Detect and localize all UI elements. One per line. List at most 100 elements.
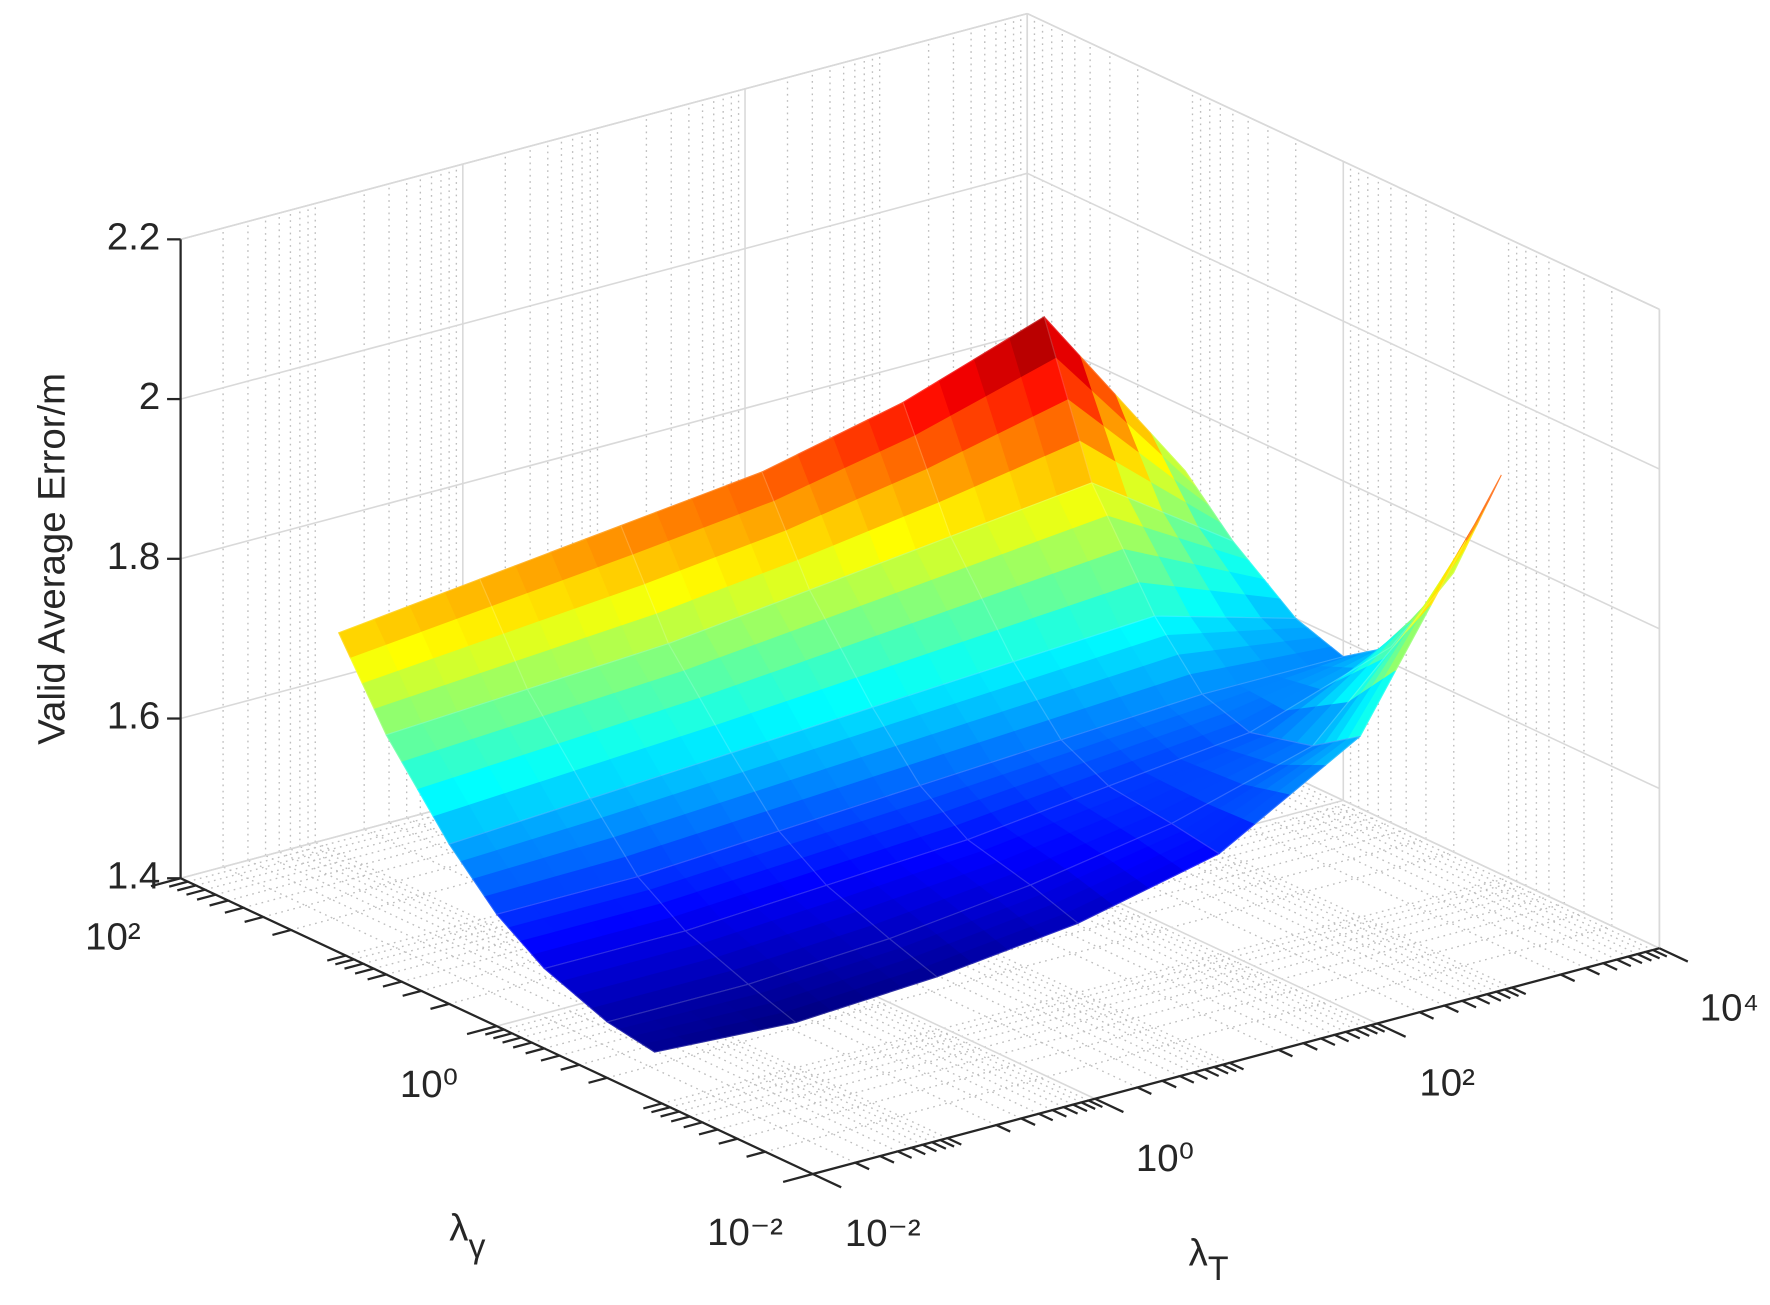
x-minor-tick	[1354, 1028, 1370, 1037]
surface-cell	[641, 1036, 692, 1053]
surface-patch	[871, 661, 1062, 787]
x-minor-tick	[939, 1139, 955, 1148]
surface-patch	[478, 524, 670, 690]
y-minor-tick	[196, 893, 216, 901]
surface-patch	[761, 401, 952, 591]
y-minor-tick	[651, 1106, 671, 1114]
x-minor-tick	[1616, 958, 1632, 968]
y-minor-tick	[660, 1110, 680, 1118]
y-minor-tick	[272, 928, 292, 937]
x-axis-label: λT	[1189, 1231, 1229, 1288]
x-minor-tick	[854, 1161, 870, 1171]
x-minor-tick	[1052, 1109, 1067, 1118]
x-minor-tick	[1495, 990, 1511, 1000]
x-minor-tick	[1511, 986, 1527, 996]
y-minor-tick	[177, 884, 197, 892]
x-tick-label: 10⁰	[1136, 1137, 1194, 1180]
grid-line	[180, 332, 1028, 560]
grid-line	[180, 172, 1028, 400]
x-minor-tick	[1204, 1068, 1220, 1078]
surface-edge	[605, 983, 798, 1053]
x-axis-symbol: λ	[1189, 1231, 1208, 1274]
x-axis	[812, 947, 1660, 1176]
x-minor-tick	[1020, 1117, 1036, 1126]
x-minor-tick	[1461, 999, 1477, 1009]
y-minor-tick	[168, 880, 189, 888]
y-axis-subscript: γ	[468, 1227, 485, 1265]
x-minor-tick	[931, 1141, 947, 1150]
y-tick-label: 10²	[85, 915, 141, 958]
z-tick-label: 1.4	[107, 854, 160, 897]
x-tick	[1094, 1097, 1124, 1114]
x-tick-label: 10²	[1419, 1062, 1475, 1105]
surface-patch	[1107, 731, 1315, 825]
y-minor-tick	[502, 1036, 522, 1044]
y-minor-tick	[335, 958, 355, 966]
x-minor-tick	[1419, 1011, 1435, 1020]
surface-patch	[543, 930, 750, 1023]
x-minor-tick	[1161, 1079, 1177, 1089]
grid-line	[180, 12, 1028, 241]
surface-patch	[1043, 316, 1235, 543]
surface-patch	[526, 642, 733, 800]
x-tick	[812, 1172, 842, 1189]
surface-patch	[620, 471, 811, 645]
y-minor-tick	[698, 1128, 718, 1136]
x-axis-subscript: T	[1208, 1250, 1229, 1288]
y-tick	[466, 1025, 497, 1036]
surface-patch	[730, 706, 921, 832]
y-tick	[782, 1172, 814, 1184]
x-minor-tick	[1363, 1026, 1378, 1035]
surface-patch	[1090, 481, 1297, 619]
surface-patch	[888, 884, 1080, 978]
y-minor-tick	[588, 1076, 608, 1084]
surface-patch	[589, 752, 780, 878]
x-minor-tick	[1229, 1061, 1244, 1071]
surface-patch	[747, 938, 939, 1024]
y-tick	[150, 877, 181, 888]
x-minor-tick	[1072, 1103, 1088, 1113]
y-axis-label: λγ	[449, 1207, 485, 1266]
x-minor-tick	[1213, 1065, 1229, 1075]
x-minor-tick	[1504, 988, 1519, 998]
x-minor-tick	[1652, 948, 1668, 958]
surface-patch	[337, 578, 529, 736]
y-minor-tick	[186, 888, 206, 896]
y-minor-tick	[430, 1002, 450, 1010]
x-minor-tick	[1063, 1106, 1079, 1115]
x-minor-tick	[1602, 962, 1618, 971]
x-minor-tick	[879, 1155, 895, 1164]
y-minor-tick	[746, 1150, 766, 1158]
surface	[337, 315, 1502, 1053]
grid-line	[1026, 172, 1660, 470]
surface-patch	[1060, 693, 1251, 787]
x-minor-tick	[1627, 955, 1643, 965]
z-tick-label: 1.8	[107, 535, 160, 578]
y-tick-label: 10⁰	[400, 1063, 458, 1106]
grid-line	[1026, 12, 1660, 311]
z-axis-label: Valid Average Error/m	[30, 373, 73, 745]
surface-patch	[1170, 735, 1361, 855]
x-minor-tick	[1585, 966, 1600, 976]
y-minor-tick	[326, 954, 347, 962]
y-minor-tick	[683, 1121, 703, 1129]
x-minor-tick	[1038, 1112, 1054, 1122]
y-tick-label: 10⁻²	[707, 1211, 783, 1254]
x-minor-tick	[1136, 1086, 1152, 1095]
y-minor-tick	[354, 967, 374, 975]
surface-patch	[684, 884, 891, 985]
surface-patch	[495, 876, 687, 970]
x-minor-tick	[1088, 1099, 1103, 1109]
x-minor-tick	[1278, 1048, 1293, 1058]
x-minor-tick	[1334, 1033, 1350, 1043]
x-minor-tick	[1475, 996, 1491, 1005]
x-minor-tick	[1179, 1075, 1195, 1084]
surface-patch	[949, 482, 1156, 663]
surface-patch	[448, 797, 639, 915]
y-axis-symbol: λ	[449, 1207, 468, 1250]
y-minor-tick	[224, 906, 244, 914]
y-minor-tick	[493, 1032, 513, 1040]
y-minor-tick	[560, 1063, 580, 1071]
y-minor-tick	[382, 980, 402, 988]
